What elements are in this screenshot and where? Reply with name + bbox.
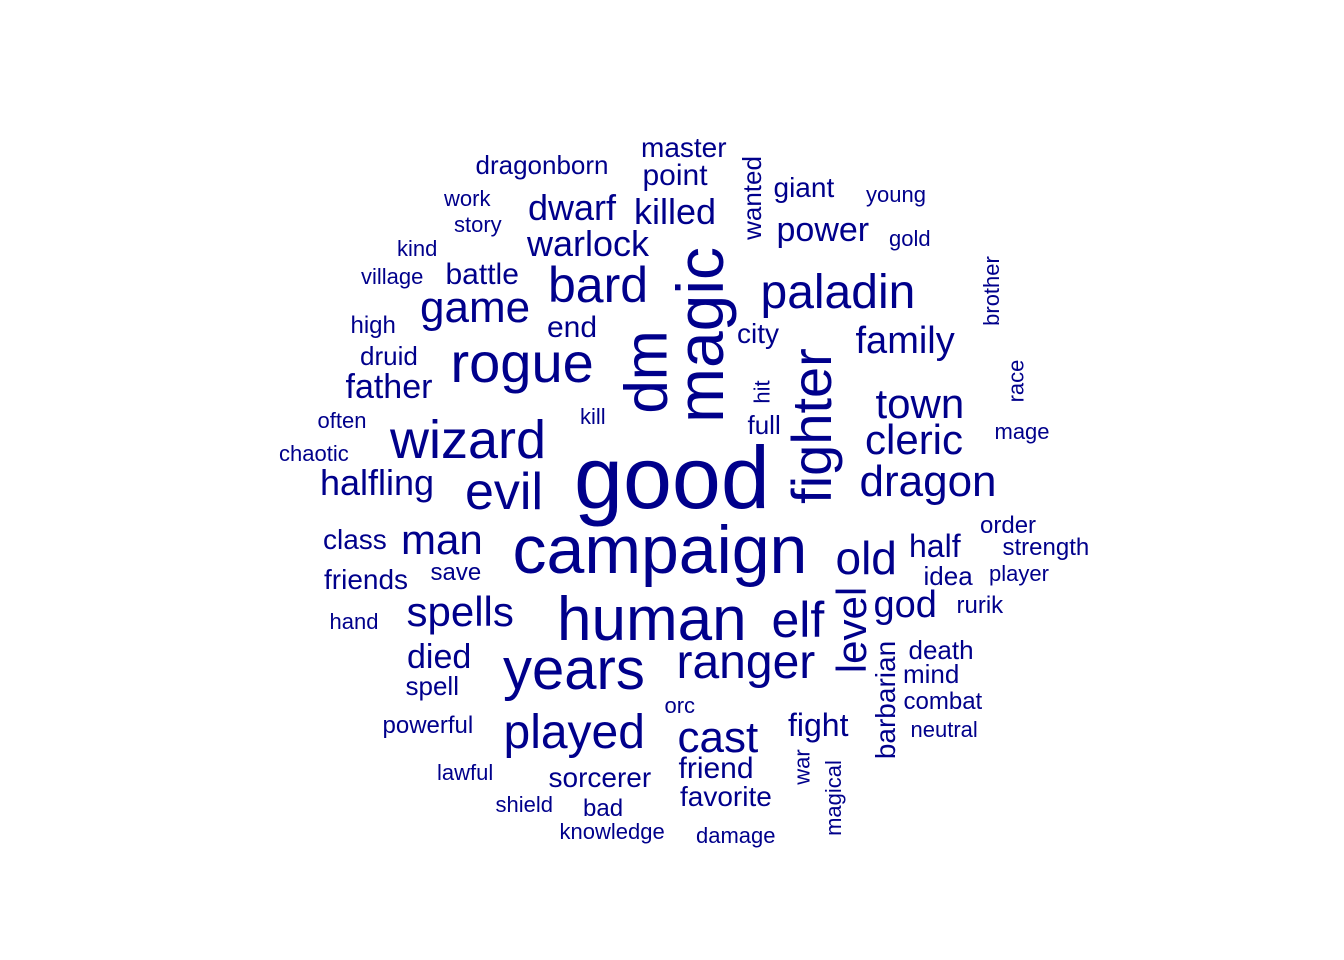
word-halfling: halfling xyxy=(320,462,435,503)
word-chaotic: chaotic xyxy=(279,441,349,466)
word-fight: fight xyxy=(788,707,849,743)
word-kind: kind xyxy=(397,236,438,261)
word-mind: mind xyxy=(903,659,960,689)
word-spell: spell xyxy=(405,671,459,701)
word-bad: bad xyxy=(583,795,624,822)
word-father: father xyxy=(345,368,433,406)
word-brother: brother xyxy=(978,256,1004,326)
word-campaign: campaign xyxy=(512,512,808,588)
word-family: family xyxy=(855,320,955,362)
word-powerful: powerful xyxy=(382,712,474,739)
word-orc: orc xyxy=(664,693,696,718)
word-human: human xyxy=(557,585,747,654)
word-idea: idea xyxy=(923,561,973,591)
word-god: god xyxy=(873,584,937,626)
word-combat: combat xyxy=(903,688,983,715)
word-barbarian: barbarian xyxy=(870,640,902,760)
word-end: end xyxy=(547,311,598,344)
word-giant: giant xyxy=(773,172,835,203)
word-young: young xyxy=(866,182,926,207)
word-druid: druid xyxy=(360,341,418,371)
word-favorite: favorite xyxy=(680,781,772,812)
word-battle: battle xyxy=(445,258,519,291)
word-race: race xyxy=(1002,359,1028,403)
word-war: war xyxy=(789,749,815,785)
word-town: town xyxy=(875,380,965,427)
word-paladin: paladin xyxy=(760,266,916,319)
word-good: good xyxy=(574,428,770,527)
word-city: city xyxy=(737,318,779,349)
word-master: master xyxy=(641,132,727,163)
word-player: player xyxy=(989,561,1049,586)
word-game: game xyxy=(420,283,531,332)
word-elf: elf xyxy=(771,592,825,648)
word-high: high xyxy=(350,312,396,339)
word-point: point xyxy=(642,159,708,192)
word-hand: hand xyxy=(329,609,379,634)
word-friends: friends xyxy=(324,564,409,595)
word-often: often xyxy=(317,408,367,433)
word-bard: bard xyxy=(548,257,649,313)
word-dwarf: dwarf xyxy=(528,187,617,228)
word-fighter: fighter xyxy=(779,348,843,504)
word-died: died xyxy=(407,638,472,676)
word-cleric: cleric xyxy=(865,416,964,463)
word-power: power xyxy=(776,211,870,249)
word-mage: mage xyxy=(994,419,1050,444)
word-cast: cast xyxy=(677,713,759,762)
word-neutral: neutral xyxy=(910,717,978,742)
word-warlock: warlock xyxy=(527,223,650,264)
word-ranger: ranger xyxy=(676,636,816,689)
word-old: old xyxy=(835,532,897,584)
word-story: story xyxy=(454,212,502,237)
word-rurik: rurik xyxy=(956,592,1004,619)
word-evil: evil xyxy=(465,463,544,521)
word-wanted: wanted xyxy=(736,156,767,240)
word-gold: gold xyxy=(889,226,931,251)
word-kill: kill xyxy=(580,404,606,429)
word-spells: spells xyxy=(406,588,514,635)
word-years: years xyxy=(503,637,645,702)
word-half: half xyxy=(909,528,961,564)
word-killed: killed xyxy=(634,191,717,232)
word-rogue: rogue xyxy=(450,331,594,394)
word-sorcerer: sorcerer xyxy=(548,762,652,793)
word-lawful: lawful xyxy=(437,760,494,785)
word-class: class xyxy=(323,524,387,555)
word-order: order xyxy=(980,512,1037,539)
word-death: death xyxy=(908,635,974,665)
word-level: level xyxy=(828,586,876,674)
word-damage: damage xyxy=(696,823,776,848)
word-full: full xyxy=(747,410,781,440)
word-hit: hit xyxy=(749,380,775,404)
word-dragon: dragon xyxy=(859,457,997,506)
word-strength: strength xyxy=(1002,534,1090,561)
word-shield: shield xyxy=(495,792,553,817)
word-save: save xyxy=(430,559,482,586)
word-dm: dm xyxy=(612,330,680,414)
word-knowledge: knowledge xyxy=(559,819,665,844)
word-village: village xyxy=(361,264,424,289)
word-dragonborn: dragonborn xyxy=(475,150,609,180)
word-work: work xyxy=(444,186,491,211)
word-wizard: wizard xyxy=(390,410,547,470)
word-man: man xyxy=(401,516,483,563)
word-magical: magical xyxy=(820,760,846,836)
word-friend: friend xyxy=(678,752,754,785)
word-played: played xyxy=(503,706,645,759)
